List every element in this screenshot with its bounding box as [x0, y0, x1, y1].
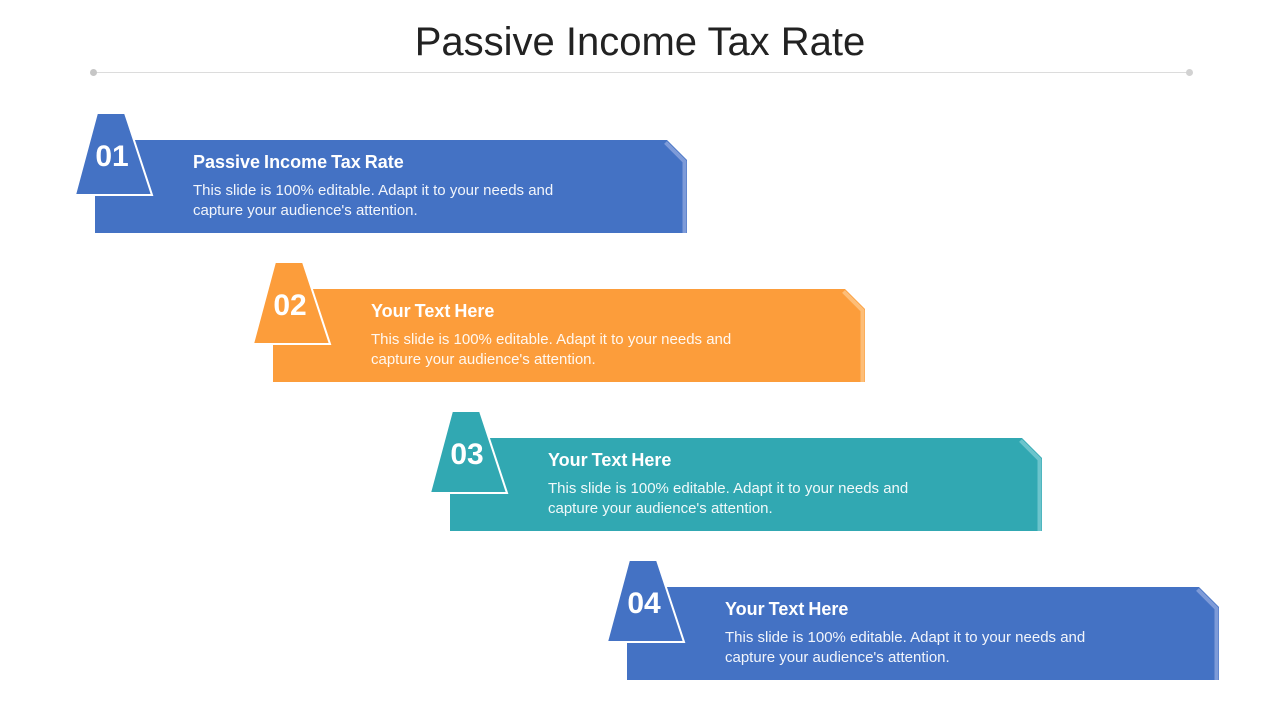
divider-dot-right — [1186, 69, 1193, 76]
step-number-badge — [428, 410, 509, 494]
step-item-02: 02 Your Text Here This slide is 100% edi… — [251, 261, 867, 383]
item-heading: Your Text Here — [548, 450, 672, 470]
step-item-03: 03 Your Text Here This slide is 100% edi… — [428, 410, 1044, 532]
step-number: 04 — [627, 587, 661, 620]
bar-fold-edge — [842, 290, 865, 382]
step-04-text: Your Text Here This slide is 100% editab… — [725, 598, 1165, 668]
content-bar — [450, 438, 1042, 531]
item-heading: Your Text Here — [371, 301, 495, 321]
page-title: Passive Income Tax Rate — [414, 20, 866, 64]
title-divider — [90, 69, 1193, 76]
step-03-text: Your Text Here This slide is 100% editab… — [548, 449, 988, 519]
content-bar — [627, 587, 1219, 680]
item-body: This slide is 100% editable. Adapt it to… — [548, 480, 909, 517]
step-number-badge — [251, 261, 332, 345]
step-04-shape: 04 — [605, 559, 1219, 680]
step-02-shape: 02 — [251, 261, 865, 382]
content-bar — [95, 140, 687, 233]
step-03-shape: 03 — [428, 410, 1042, 531]
divider-dot-left — [90, 69, 97, 76]
item-body: This slide is 100% editable. Adapt it to… — [371, 331, 732, 368]
step-number-badge — [73, 112, 154, 196]
step-01-shape: 01 — [73, 112, 687, 233]
step-02-text: Your Text Here This slide is 100% editab… — [371, 300, 811, 370]
content-bar — [273, 289, 865, 382]
item-body: This slide is 100% editable. Adapt it to… — [193, 182, 554, 219]
bar-fold-edge — [1019, 439, 1042, 531]
step-number: 03 — [450, 438, 483, 471]
step-number: 01 — [95, 140, 128, 173]
step-01-text: Passive Income Tax Rate This slide is 10… — [193, 151, 633, 221]
bar-fold-edge — [664, 141, 687, 233]
item-heading: Your Text Here — [725, 599, 849, 619]
item-body: This slide is 100% editable. Adapt it to… — [725, 629, 1086, 666]
item-heading: Passive Income Tax Rate — [193, 152, 404, 172]
step-item-04: 04 Your Text Here This slide is 100% edi… — [605, 559, 1221, 681]
bar-fold-edge — [1196, 588, 1219, 680]
step-number-badge — [605, 559, 686, 643]
step-item-01: 01 Passive Income Tax Rate This slide is… — [73, 112, 689, 234]
step-number: 02 — [273, 289, 306, 322]
